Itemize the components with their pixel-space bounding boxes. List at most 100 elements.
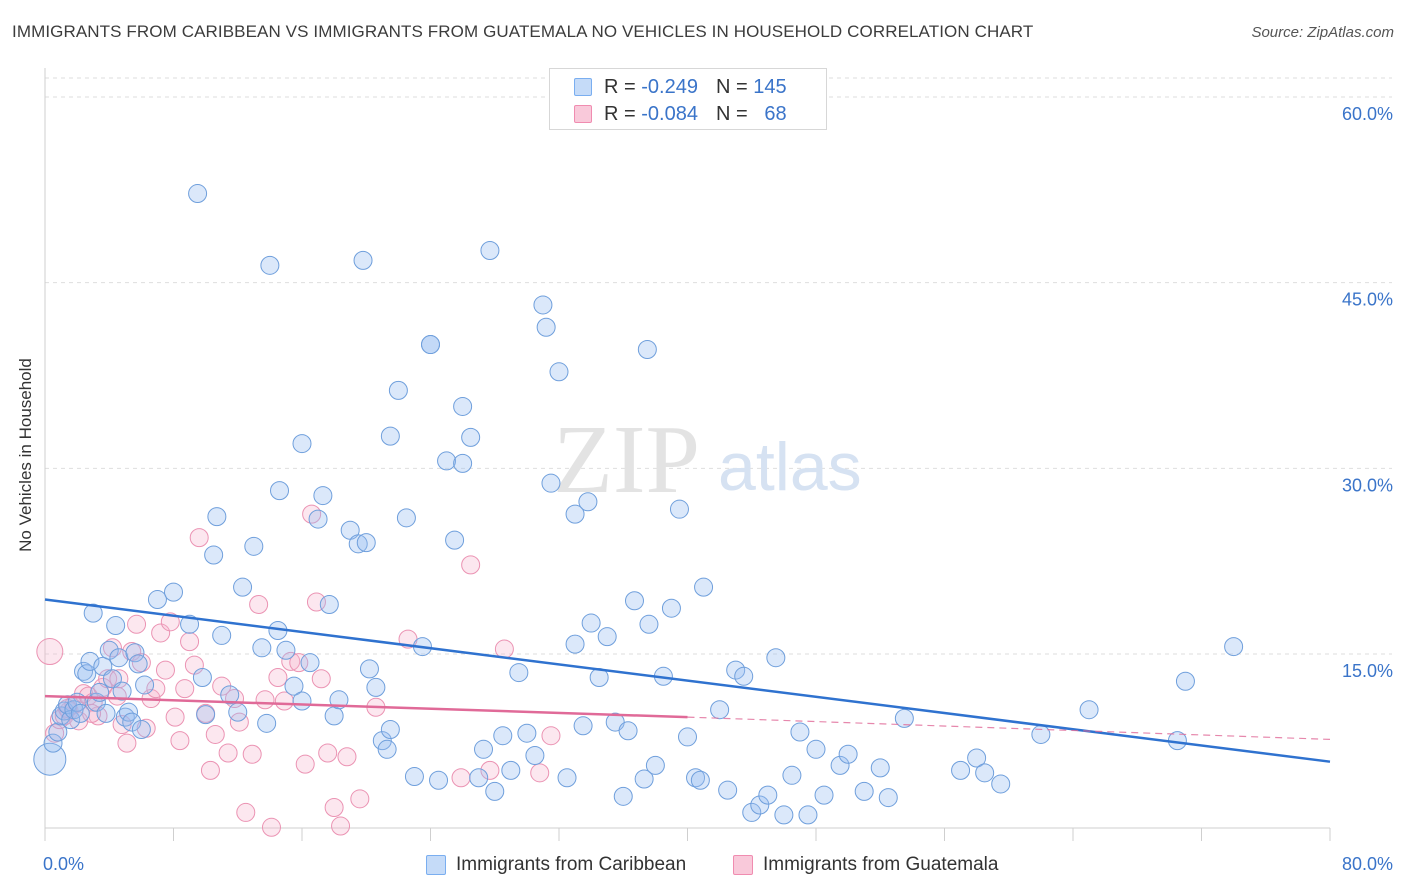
caribbean-point <box>122 712 142 732</box>
caribbean-point <box>396 508 416 528</box>
caribbean-point <box>233 577 253 597</box>
legend-n-value-guatemala: 68 <box>764 102 787 125</box>
guatemala-point <box>160 612 180 632</box>
caribbean-point <box>618 721 638 741</box>
legend-r-label: R = <box>604 75 636 98</box>
caribbean-point <box>669 499 689 519</box>
caribbean-point <box>324 706 344 726</box>
guatemala-point <box>268 668 288 688</box>
caribbean-point <box>469 768 489 788</box>
caribbean-point <box>975 763 995 783</box>
guatemala-point <box>261 817 281 837</box>
guatemala-point <box>236 802 256 822</box>
caribbean-point <box>284 676 304 696</box>
caribbean-point <box>77 664 97 684</box>
caribbean-point <box>774 805 794 825</box>
caribbean-point <box>634 769 654 789</box>
caribbean-point <box>742 802 762 822</box>
tick-labels: 15.0% 30.0% 45.0% 60.0% 0.0% 80.0% <box>43 104 1393 874</box>
y-tick-label: 30.0% <box>1342 475 1393 495</box>
legend-r-value-caribbean: -0.249 <box>641 75 698 98</box>
guatemala-point <box>318 743 338 763</box>
caribbean-point <box>260 255 280 275</box>
trend-lines <box>44 598 1331 763</box>
caribbean-point <box>380 720 400 740</box>
legend-n-label: N = <box>715 75 748 98</box>
caribbean-point <box>112 681 132 701</box>
source-note: Source: ZipAtlas.com <box>1251 24 1394 41</box>
caribbean-point <box>99 640 119 660</box>
guatemala-point <box>180 632 200 652</box>
caribbean-point <box>445 530 465 550</box>
caribbean-point <box>188 184 208 204</box>
x-tick-label: 80.0% <box>1342 854 1393 874</box>
guatemala-point <box>127 614 147 634</box>
y-tick-label: 45.0% <box>1342 290 1393 310</box>
caribbean-point <box>372 731 392 751</box>
caribbean-point <box>220 685 240 705</box>
caribbean-point <box>710 700 730 720</box>
caribbean-point <box>549 362 569 382</box>
caribbean-point <box>517 723 537 743</box>
guatemala-point <box>131 653 151 673</box>
caribbean-point <box>437 451 457 471</box>
caribbean-point <box>1079 700 1099 720</box>
caribbean-point <box>573 716 593 736</box>
caribbean-point <box>951 760 971 780</box>
caribbean-point <box>493 726 513 746</box>
caribbean-point <box>461 427 481 447</box>
caribbean-point <box>404 767 424 787</box>
caribbean-point <box>348 534 368 554</box>
caribbean-point <box>353 250 373 270</box>
caribbean-point <box>557 768 577 788</box>
caribbean-point <box>474 739 494 759</box>
caribbean-point <box>798 805 818 825</box>
caribbean-point <box>115 707 135 727</box>
guatemala-point <box>295 754 315 774</box>
caribbean-point <box>830 755 850 775</box>
caribbean-point <box>480 240 500 260</box>
caribbean-point <box>750 795 770 815</box>
legend-n-label: N = <box>715 102 748 125</box>
caribbean-point <box>581 613 601 633</box>
caribbean-point <box>541 473 561 493</box>
caribbean-point <box>1224 637 1244 657</box>
caribbean-point <box>509 663 529 683</box>
caribbean-point <box>782 765 802 785</box>
caribbean-point <box>319 594 339 614</box>
caribbean-point <box>125 643 145 663</box>
bottom-legend-label-caribbean: Immigrants from Caribbean <box>456 854 687 875</box>
caribbean-point <box>726 660 746 680</box>
caribbean-point <box>48 722 68 742</box>
caribbean-point <box>180 614 200 634</box>
guatemala-point <box>281 651 301 671</box>
caribbean-point <box>313 486 333 506</box>
watermark-zip: ZIP <box>553 406 700 514</box>
bottom-legend-swatch-caribbean <box>426 855 446 875</box>
guatemala-point <box>331 816 351 836</box>
legend-r-label: R = <box>604 102 636 125</box>
guatemala-point <box>249 594 269 614</box>
caribbean-point <box>1175 671 1195 691</box>
caribbean-point <box>366 677 386 697</box>
caribbean-point <box>639 614 659 634</box>
caribbean-point <box>106 616 126 636</box>
caribbean-point <box>257 713 277 733</box>
caribbean-point <box>870 758 890 778</box>
guatemala-point <box>311 669 331 689</box>
legend-row-caribbean: R = -0.249 N = 145 <box>574 74 787 100</box>
guatemala-point <box>146 679 166 699</box>
caribbean-point <box>228 702 248 722</box>
y-axis-label: No Vehicles in Household <box>16 358 35 552</box>
caribbean-point <box>80 651 100 671</box>
guatemala-point <box>155 660 175 680</box>
caribbean-point <box>637 340 657 360</box>
guatemala-trend-line <box>44 694 688 719</box>
bottom-legend-swatch-guatemala <box>733 855 753 875</box>
y-tick-label: 15.0% <box>1342 661 1393 681</box>
caribbean-point <box>164 582 183 602</box>
guatemala-point <box>151 623 171 643</box>
caribbean-point <box>270 481 290 501</box>
guatemala-point <box>255 690 275 710</box>
caribbean-point <box>308 509 328 529</box>
